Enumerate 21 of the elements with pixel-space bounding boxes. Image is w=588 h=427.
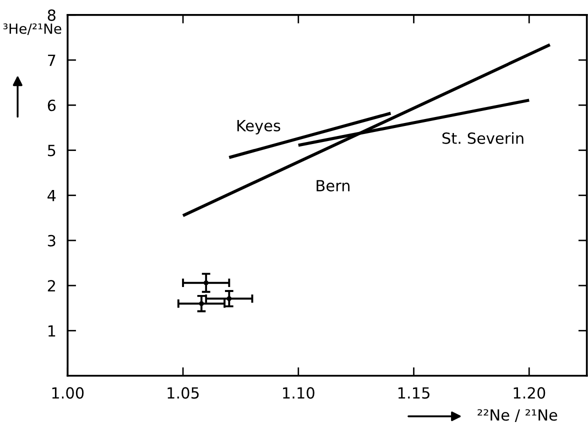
x-tick-label: 1.00 xyxy=(52,387,84,399)
y-tick-label: 8 xyxy=(48,9,56,21)
x-tick-label: 1.10 xyxy=(283,387,314,399)
series-label: Keyes xyxy=(237,120,280,134)
y-tick-label: 1 xyxy=(48,325,56,336)
y-tick-label: 3 xyxy=(48,234,56,246)
series-label: St. Severin xyxy=(442,132,524,144)
point xyxy=(199,301,204,306)
x-tick-label: 1.05 xyxy=(168,387,199,399)
point xyxy=(226,296,232,302)
y-tick-label: 6 xyxy=(48,100,56,112)
y-tick-label: 2 xyxy=(48,280,55,292)
x-axis-title: ²²Ne / ²¹Ne xyxy=(478,409,558,422)
x-tick-label: 1.20 xyxy=(514,387,546,399)
y-tick-label: 5 xyxy=(48,144,56,156)
y-tick-label: 7 xyxy=(48,54,56,66)
x-tick-label: 1.15 xyxy=(398,387,430,399)
series-label: Bern xyxy=(316,180,350,192)
y-axis-title: ³He/²¹Ne xyxy=(3,23,62,36)
y-tick-label: 4 xyxy=(48,190,56,202)
point xyxy=(204,280,209,286)
